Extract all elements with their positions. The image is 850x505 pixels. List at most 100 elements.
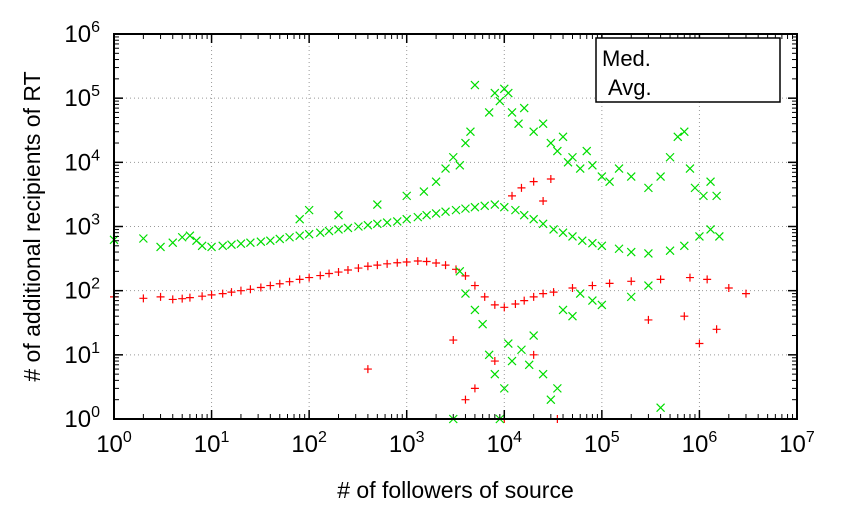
med-point bbox=[393, 258, 402, 267]
med-point bbox=[529, 350, 538, 359]
avg-point bbox=[546, 138, 556, 148]
avg-point bbox=[448, 152, 458, 162]
avg-point bbox=[484, 350, 494, 360]
med-point bbox=[236, 286, 245, 295]
avg-point bbox=[431, 208, 441, 218]
avg-point bbox=[156, 242, 165, 252]
avg-point bbox=[507, 107, 517, 117]
med-point bbox=[432, 258, 441, 267]
med-point bbox=[185, 293, 194, 302]
x-axis-label: # of followers of source bbox=[337, 477, 574, 503]
med-point bbox=[520, 296, 529, 305]
avg-point bbox=[315, 228, 325, 238]
avg-point bbox=[597, 300, 607, 310]
x-tick-exponent: 0 bbox=[123, 429, 132, 446]
avg-point bbox=[256, 237, 266, 247]
x-tick-exponent: 7 bbox=[806, 429, 815, 446]
med-point bbox=[334, 268, 343, 277]
avg-point bbox=[507, 356, 517, 366]
avg-point bbox=[538, 369, 548, 379]
y-tick-label: 106 bbox=[64, 19, 100, 48]
med-point bbox=[529, 292, 538, 301]
med-point bbox=[139, 294, 148, 303]
avg-point bbox=[712, 191, 722, 201]
avg-point bbox=[455, 266, 465, 276]
x-tick-label: 105 bbox=[584, 429, 620, 458]
avg-point bbox=[419, 187, 429, 197]
med-point bbox=[363, 262, 372, 271]
med-point bbox=[480, 292, 489, 301]
avg-point bbox=[538, 219, 548, 229]
x-tick-exponent: 6 bbox=[708, 429, 717, 446]
med-point bbox=[490, 300, 499, 309]
avg-point bbox=[690, 183, 700, 193]
avg-point bbox=[499, 383, 509, 393]
y-tick-exponent: 2 bbox=[91, 276, 100, 293]
y-tick-exponent: 6 bbox=[91, 19, 100, 36]
med-point bbox=[695, 339, 704, 348]
avg-point bbox=[614, 164, 624, 173]
y-tick-base: 10 bbox=[64, 21, 91, 48]
avg-point bbox=[478, 319, 488, 329]
avg-point bbox=[597, 241, 607, 251]
med-point bbox=[449, 336, 458, 345]
med-point bbox=[539, 196, 548, 205]
avg-point bbox=[656, 403, 666, 413]
med-point bbox=[470, 281, 479, 290]
x-tick-label: 106 bbox=[682, 429, 718, 458]
avg-point bbox=[480, 201, 490, 211]
avg-point bbox=[587, 160, 597, 170]
med-point bbox=[452, 265, 461, 274]
x-tick-base: 10 bbox=[779, 431, 806, 458]
avg-point bbox=[503, 339, 513, 348]
avg-point bbox=[575, 164, 585, 173]
y-tick-exponent: 5 bbox=[91, 83, 100, 100]
avg-point bbox=[372, 200, 382, 209]
med-point bbox=[285, 277, 294, 286]
med-point bbox=[490, 357, 499, 366]
y-tick-base: 10 bbox=[64, 149, 91, 176]
med-point bbox=[218, 289, 227, 298]
avg-point bbox=[582, 146, 592, 156]
y-tick-base: 10 bbox=[64, 278, 91, 305]
avg-point bbox=[354, 222, 363, 231]
avg-point bbox=[685, 164, 695, 173]
avg-point bbox=[138, 234, 148, 243]
med-point bbox=[511, 299, 520, 308]
avg-point bbox=[236, 239, 246, 249]
med-point bbox=[156, 292, 165, 301]
avg-point bbox=[490, 88, 500, 98]
med-point bbox=[422, 257, 431, 266]
med-point bbox=[227, 288, 236, 297]
avg-point bbox=[643, 281, 653, 291]
med-point bbox=[627, 277, 636, 286]
med-point bbox=[517, 183, 526, 192]
med-point bbox=[461, 271, 470, 280]
avg-point bbox=[470, 305, 480, 315]
y-tick-label: 104 bbox=[64, 147, 100, 176]
legend-label: Avg. bbox=[608, 75, 652, 100]
med-point bbox=[295, 275, 304, 284]
med-point bbox=[373, 261, 382, 270]
avg-point bbox=[441, 164, 450, 173]
avg-point bbox=[587, 238, 597, 248]
y-tick-label: 100 bbox=[64, 404, 100, 433]
avg-point bbox=[466, 127, 475, 137]
med-point bbox=[656, 275, 665, 284]
y-tick-label: 102 bbox=[64, 276, 100, 305]
avg-point bbox=[679, 127, 689, 137]
x-tick-exponent: 3 bbox=[416, 429, 425, 446]
avg-point bbox=[461, 138, 470, 148]
avg-point bbox=[304, 205, 314, 215]
avg-point bbox=[207, 242, 216, 252]
avg-point bbox=[363, 220, 373, 230]
avg-point bbox=[168, 238, 178, 248]
med-point bbox=[605, 279, 614, 288]
y-tick-label: 101 bbox=[64, 340, 100, 369]
x-tick-base: 10 bbox=[96, 431, 123, 458]
med-point bbox=[316, 271, 325, 280]
med-point bbox=[246, 285, 255, 294]
avg-point bbox=[549, 225, 558, 234]
med-point bbox=[256, 283, 265, 292]
med-point bbox=[703, 275, 712, 284]
